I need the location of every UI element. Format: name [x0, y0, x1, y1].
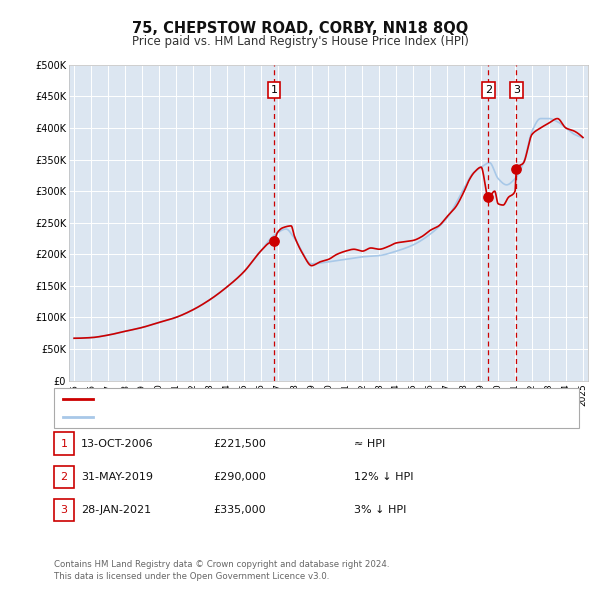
Text: ≈ HPI: ≈ HPI [354, 439, 385, 448]
Text: 28-JAN-2021: 28-JAN-2021 [81, 505, 151, 514]
Text: 2: 2 [61, 472, 67, 481]
Text: £335,000: £335,000 [213, 505, 266, 514]
Text: 75, CHEPSTOW ROAD, CORBY, NN18 8QQ (detached house): 75, CHEPSTOW ROAD, CORBY, NN18 8QQ (deta… [97, 394, 390, 404]
Text: 75, CHEPSTOW ROAD, CORBY, NN18 8QQ: 75, CHEPSTOW ROAD, CORBY, NN18 8QQ [132, 21, 468, 35]
Point [269, 236, 279, 245]
Text: 1: 1 [271, 85, 278, 95]
Text: Contains HM Land Registry data © Crown copyright and database right 2024.
This d: Contains HM Land Registry data © Crown c… [54, 560, 389, 581]
Text: 3: 3 [513, 85, 520, 95]
Text: 12% ↓ HPI: 12% ↓ HPI [354, 472, 413, 481]
Point [512, 165, 521, 174]
Text: 3% ↓ HPI: 3% ↓ HPI [354, 505, 406, 514]
Text: 2: 2 [485, 85, 492, 95]
Text: 31-MAY-2019: 31-MAY-2019 [81, 472, 153, 481]
Text: 13-OCT-2006: 13-OCT-2006 [81, 439, 154, 448]
Text: 1: 1 [61, 439, 67, 448]
Point [484, 193, 493, 202]
Text: Price paid vs. HM Land Registry's House Price Index (HPI): Price paid vs. HM Land Registry's House … [131, 35, 469, 48]
Text: 3: 3 [61, 505, 67, 514]
Text: HPI: Average price, detached house, North Northamptonshire: HPI: Average price, detached house, Nort… [97, 411, 398, 421]
Text: £221,500: £221,500 [213, 439, 266, 448]
Text: £290,000: £290,000 [213, 472, 266, 481]
